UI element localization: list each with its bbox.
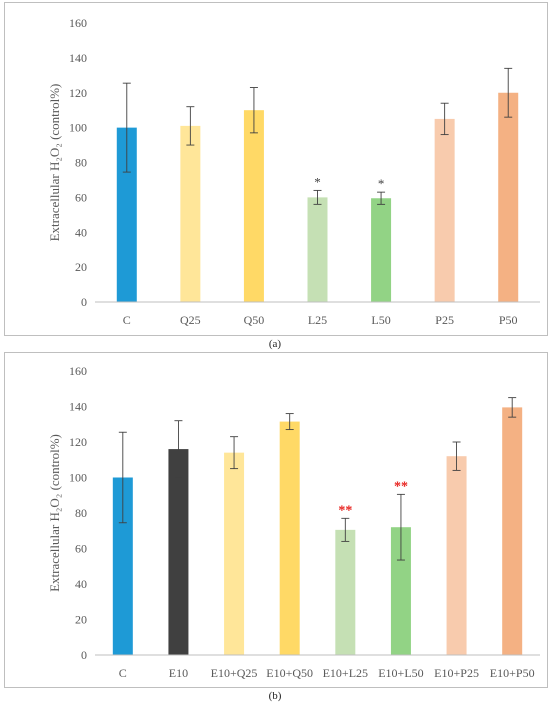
y-tick-label: 120 [69,86,87,100]
bar-l25 [307,197,328,302]
error-bar [186,106,195,146]
x-tick-label: E10 [169,666,188,680]
bar-e10-q50 [279,421,300,655]
bar-p50 [498,92,519,302]
bar-e10-p50 [502,407,523,655]
y-tick-label: 20 [75,260,87,274]
x-tick-label: P25 [435,313,454,327]
error-bar [249,87,258,134]
error-bar [377,191,386,205]
bar-e10-l50 [390,527,411,655]
x-tick-label: Q50 [244,313,265,327]
bar-e10-q25 [224,452,245,655]
y-tick-label: 100 [69,471,87,485]
bar-chart-b: 0 20 40 60 80 100 120 140 160 Extracellular H₂O₂ … [47,364,540,680]
y-tick-label: 60 [75,542,87,556]
y-tick-label: 80 [75,156,87,170]
bar-c [116,127,137,302]
error-bar [504,67,513,118]
bar-p25 [434,118,455,302]
bar-l50 [371,198,392,302]
x-tick-label: C [119,666,127,680]
error-bar [174,420,183,478]
y-tick-label: 60 [75,190,87,204]
caption-b: (b) [268,690,282,702]
significance-marker: * [314,174,321,189]
x-tick-label: Q25 [180,313,201,327]
bar-q25 [180,125,201,302]
y-axis-label: Extracellular H₂O₂ (control%) [47,84,62,242]
significance-marker: * [378,176,385,191]
bar-e10 [168,449,189,655]
x-tick-label: L25 [308,313,327,327]
error-bar [508,397,517,418]
bar-chart-a: 0 20 40 60 80 100 120 140 160 Extracellular H₂O₂ … [47,16,540,327]
bar-e10-l25 [335,529,356,655]
y-tick-label: 20 [75,613,87,627]
chart-panel-a: 0 20 40 60 80 100 120 140 160 Extracellular H₂O₂ … [4,2,548,336]
x-tick-label: E10+Q50 [266,666,313,680]
error-bar [230,436,239,470]
y-tick-label: 140 [69,400,87,414]
y-tick-label: 80 [75,506,87,520]
error-bar [313,189,322,205]
y-tick-label: 160 [69,364,87,378]
y-tick-label: 40 [75,577,87,591]
x-tick-label: E10+P25 [434,666,479,680]
y-tick-label: 160 [69,16,87,30]
x-tick-label: E10+Q25 [211,666,258,680]
error-bar [452,441,461,471]
bar-c [112,477,133,655]
chart-panel-b: 0 20 40 60 80 100 120 140 160 Extracellular H₂O₂ … [4,352,548,688]
y-tick-label: 120 [69,435,87,449]
error-bar [440,102,449,136]
error-bar [341,517,350,542]
x-tick-label: E10+L25 [323,666,368,680]
y-tick-label: 40 [75,225,87,239]
y-tick-label: 100 [69,121,87,135]
error-bar [118,431,127,524]
error-bar [122,82,131,173]
x-tick-label: E10+P50 [490,666,535,680]
y-tick-label: 0 [81,648,87,662]
bar-q50 [243,110,264,302]
error-bar [396,493,405,561]
significance-marker: ** [338,503,352,518]
y-axis-label: Extracellular H₂O₂ (control%) [47,434,62,592]
y-tick-label: 140 [69,51,87,65]
bar-e10-p25 [446,456,467,655]
error-bar [285,413,294,431]
caption-a: (a) [268,338,282,350]
x-tick-label: C [123,313,131,327]
significance-marker: ** [394,479,408,494]
x-tick-label: P50 [499,313,518,327]
y-tick-label: 0 [81,295,87,309]
x-tick-label: L50 [371,313,390,327]
x-tick-label: E10+L50 [378,666,423,680]
